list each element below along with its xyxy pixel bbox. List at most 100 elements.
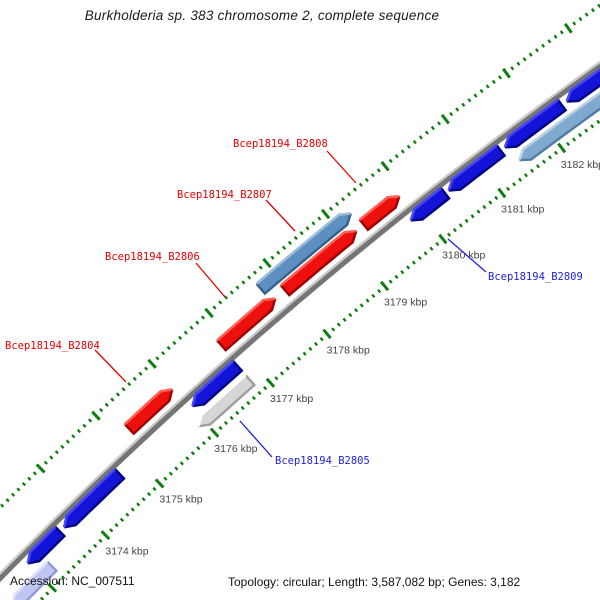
gene-arrow-gene-3180.46[interactable] — [447, 144, 507, 192]
minor-tick-inner — [190, 451, 195, 456]
minor-tick-outer — [235, 285, 240, 290]
gene-arrow-gene-3172.45[interactable] — [12, 560, 59, 600]
minor-tick-inner — [458, 223, 463, 228]
minor-tick-outer — [352, 187, 357, 192]
minor-tick-outer — [10, 492, 16, 497]
gene-label-Bcep18194_B2807[interactable]: Bcep18194_B2807 — [177, 189, 272, 201]
minor-tick-outer — [376, 168, 381, 173]
gene-arrow-gene-3173.68[interactable] — [62, 468, 126, 529]
gene-body — [359, 196, 400, 230]
gene-body — [566, 69, 600, 102]
minor-tick-outer — [229, 290, 234, 295]
minor-tick-inner — [279, 371, 285, 376]
minor-tick-outer — [516, 61, 521, 66]
minor-tick-outer — [436, 121, 442, 126]
minor-tick-inner — [240, 405, 245, 411]
backbone-highlight — [0, 60, 600, 576]
minor-tick-inner — [342, 317, 347, 322]
major-tick-inner — [557, 142, 567, 154]
gene-arrow-gene-3182.42[interactable] — [565, 58, 600, 103]
minor-tick-inner — [263, 386, 268, 391]
minor-tick-inner — [435, 241, 440, 247]
gene-arrow-gene-3177.95[interactable] — [279, 229, 358, 297]
minor-tick-outer — [293, 235, 298, 241]
minor-tick-inner — [136, 502, 141, 507]
minor-tick-inner — [411, 260, 416, 265]
minor-tick-inner — [308, 346, 313, 351]
kbp-label-3181: 3181 kbp — [501, 204, 544, 216]
minor-tick-outer — [418, 135, 423, 140]
kbp-label-3175: 3175 kbp — [159, 494, 202, 506]
minor-tick-inner — [476, 209, 481, 214]
minor-tick-outer — [479, 88, 484, 94]
minor-tick-outer — [287, 240, 292, 246]
leader-line-Bcep18194_B2809 — [447, 238, 487, 273]
minor-tick-inner — [76, 559, 82, 564]
minor-tick-outer — [449, 111, 454, 117]
minor-tick-outer — [497, 75, 503, 80]
minor-tick-inner — [196, 446, 201, 451]
minor-tick-inner — [518, 177, 523, 182]
major-tick-inner — [47, 582, 58, 593]
gene-label-Bcep18194_B2805[interactable]: Bcep18194_B2805 — [275, 455, 370, 467]
minor-tick-inner — [223, 420, 229, 426]
minor-tick-inner — [141, 497, 146, 502]
gene-arrow-Bcep18194_B2809[interactable] — [409, 187, 451, 222]
minor-tick-inner — [535, 164, 541, 169]
minor-tick-inner — [494, 195, 499, 201]
minor-tick-inner — [109, 528, 114, 533]
gene-label-Bcep18194_B2804[interactable]: Bcep18194_B2804 — [5, 340, 100, 352]
minor-tick-outer — [27, 476, 32, 481]
gene-label-Bcep18194_B2809[interactable]: Bcep18194_B2809 — [488, 271, 583, 283]
minor-tick-outer — [178, 335, 183, 340]
major-tick-outer — [262, 257, 272, 269]
minor-tick-inner — [285, 366, 290, 371]
gene-annotations: Bcep18194_B2804 Bcep18194_B2806 Bcep18194_… — [5, 138, 583, 467]
minor-tick-inner — [130, 507, 135, 512]
minor-tick-inner — [377, 288, 382, 294]
minor-tick-inner — [125, 512, 130, 517]
minor-tick-inner — [114, 523, 119, 528]
kbp-label-3179: 3179 kbp — [384, 297, 427, 309]
gene-arrow-Bcep18194_B2804[interactable] — [123, 388, 174, 436]
minor-tick-outer — [49, 455, 54, 460]
minor-tick-outer — [144, 366, 149, 371]
gene-highlight-edge — [197, 374, 247, 427]
minor-tick-inner — [566, 141, 571, 147]
minor-tick-inner — [446, 232, 452, 237]
minor-tick-outer — [76, 428, 82, 434]
gene-shade-edge — [27, 526, 67, 565]
gene-arrow-Bcep18194_B2806[interactable] — [216, 297, 277, 352]
gene-label-Bcep18194_B2808[interactable]: Bcep18194_B2808 — [233, 138, 328, 150]
gene-arrow-gene-3181.4[interactable] — [503, 98, 568, 149]
leader-line-Bcep18194_B2808 — [326, 150, 357, 184]
gene-shade-edge — [25, 560, 59, 600]
gene-arrow-gene-3173[interactable] — [26, 525, 67, 565]
minor-tick-inner — [512, 182, 517, 187]
minor-tick-inner — [331, 327, 336, 332]
gene-highlight-edge — [518, 91, 600, 161]
gene-arrow-Bcep18194_B2807[interactable] — [255, 212, 352, 296]
minor-tick-outer — [358, 182, 363, 187]
major-tick-outer — [380, 160, 390, 172]
gene-highlight-edge — [62, 468, 116, 528]
gene-arrow-Bcep18194_B2805[interactable] — [197, 374, 257, 428]
gene-body — [504, 99, 566, 148]
minor-tick-outer — [161, 351, 166, 356]
gene-body — [217, 298, 276, 351]
gene-label-Bcep18194_B2806[interactable]: Bcep18194_B2806 — [105, 251, 200, 263]
minor-tick-inner — [168, 471, 173, 476]
minor-tick-outer — [241, 280, 246, 285]
minor-tick-inner — [251, 395, 256, 401]
major-tick-outer — [501, 67, 511, 79]
gene-arrow-gene-3176.02[interactable] — [191, 360, 244, 408]
minor-tick-inner — [388, 279, 393, 284]
gene-arrow-Bcep18194_B2808[interactable] — [358, 195, 401, 232]
minor-tick-outer — [60, 444, 65, 449]
minor-tick-outer — [115, 392, 121, 397]
minor-tick-outer — [553, 34, 558, 39]
leader-line-Bcep18194_B2804 — [94, 349, 127, 383]
minor-tick-inner — [394, 274, 399, 280]
gene-highlight-edge — [123, 388, 173, 426]
gene-arrow-gene-3181.45[interactable] — [518, 73, 600, 162]
